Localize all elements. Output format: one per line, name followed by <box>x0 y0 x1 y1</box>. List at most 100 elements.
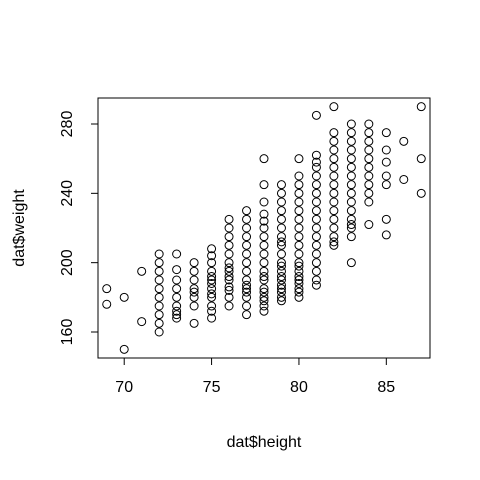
data-point <box>346 171 356 181</box>
data-point <box>399 174 409 184</box>
data-point <box>311 162 321 172</box>
data-point <box>207 266 217 276</box>
data-point <box>259 301 269 311</box>
data-point <box>276 296 286 306</box>
data-point <box>294 171 304 181</box>
data-point <box>259 306 269 316</box>
data-point <box>294 275 304 285</box>
data-point <box>242 266 252 276</box>
data-point <box>276 223 286 233</box>
data-point <box>294 206 304 216</box>
y-tick-label: 200 <box>59 249 76 276</box>
data-point <box>276 237 286 247</box>
data-point <box>276 272 286 282</box>
data-point <box>172 249 182 259</box>
data-point <box>259 240 269 250</box>
data-point <box>207 272 217 282</box>
data-point <box>276 275 286 285</box>
data-point <box>137 317 147 327</box>
data-point <box>311 214 321 224</box>
data-point <box>346 206 356 216</box>
data-point <box>346 188 356 198</box>
data-point <box>276 214 286 224</box>
data-point <box>224 214 234 224</box>
data-point <box>329 197 339 207</box>
data-point <box>224 240 234 250</box>
data-point <box>311 275 321 285</box>
data-point <box>154 327 164 337</box>
data-point <box>207 292 217 302</box>
data-point <box>381 180 391 190</box>
data-point <box>329 237 339 247</box>
data-point <box>311 266 321 276</box>
data-point <box>364 197 374 207</box>
data-point <box>311 249 321 259</box>
data-point <box>276 197 286 207</box>
data-point <box>207 258 217 268</box>
data-point <box>416 102 426 112</box>
data-point <box>294 258 304 268</box>
data-point <box>224 272 234 282</box>
data-point <box>224 263 234 273</box>
data-point <box>207 251 217 261</box>
data-point <box>154 275 164 285</box>
data-point <box>294 266 304 276</box>
data-point <box>364 128 374 138</box>
data-point <box>329 240 339 250</box>
data-point <box>294 292 304 302</box>
data-point <box>329 154 339 164</box>
data-point <box>294 287 304 297</box>
data-point <box>259 197 269 207</box>
data-point <box>259 272 269 282</box>
data-points <box>102 102 426 354</box>
data-point <box>207 289 217 299</box>
data-point <box>154 249 164 259</box>
data-point <box>329 214 339 224</box>
data-point <box>242 292 252 302</box>
data-point <box>207 244 217 254</box>
data-point <box>172 284 182 294</box>
data-point <box>242 275 252 285</box>
data-point <box>242 301 252 311</box>
data-point <box>311 240 321 250</box>
data-point <box>224 292 234 302</box>
data-point <box>224 282 234 292</box>
data-point <box>207 284 217 294</box>
data-point <box>294 180 304 190</box>
data-point <box>259 223 269 233</box>
data-point <box>154 266 164 276</box>
data-point <box>346 145 356 155</box>
data-point <box>276 261 286 271</box>
data-point <box>346 154 356 164</box>
data-point <box>154 258 164 268</box>
data-point <box>294 214 304 224</box>
data-point <box>294 223 304 233</box>
data-point <box>154 301 164 311</box>
data-point <box>381 230 391 240</box>
data-point <box>381 214 391 224</box>
data-point <box>311 150 321 160</box>
data-point <box>259 216 269 226</box>
data-point <box>329 102 339 112</box>
data-point <box>329 136 339 146</box>
data-point <box>381 171 391 181</box>
data-point <box>276 180 286 190</box>
data-point <box>224 285 234 295</box>
data-point <box>224 249 234 259</box>
data-point <box>242 287 252 297</box>
data-point <box>311 110 321 120</box>
x-tick-label: 70 <box>115 379 133 396</box>
data-point <box>399 136 409 146</box>
data-point <box>224 275 234 285</box>
data-point <box>329 188 339 198</box>
data-point <box>364 136 374 146</box>
data-point <box>329 128 339 138</box>
data-point <box>329 232 339 242</box>
data-point <box>259 154 269 164</box>
data-point <box>294 284 304 294</box>
x-tick-label: 85 <box>377 379 395 396</box>
data-point <box>294 278 304 288</box>
data-point <box>259 209 269 219</box>
data-point <box>102 284 112 294</box>
data-point <box>259 266 269 276</box>
